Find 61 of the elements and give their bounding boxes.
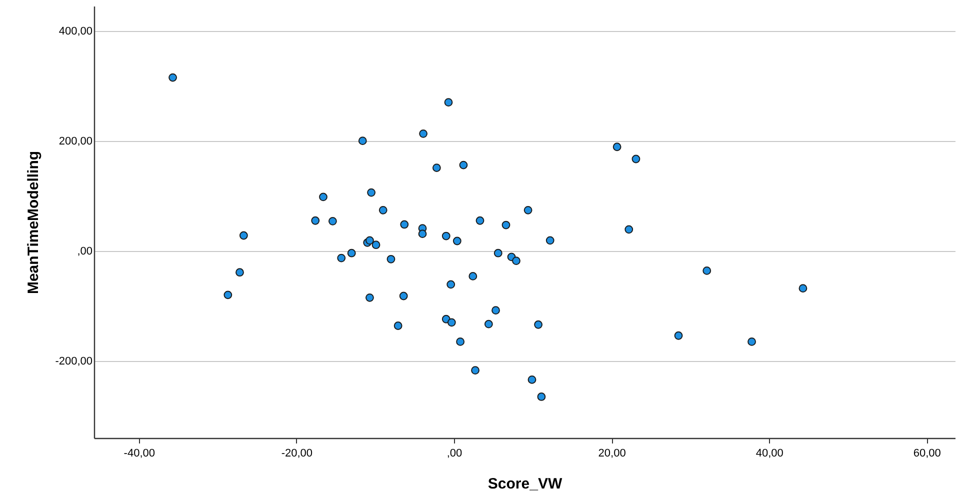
point xyxy=(358,136,367,146)
point xyxy=(447,318,456,327)
point xyxy=(347,248,356,258)
point xyxy=(446,280,456,289)
y-tick-label: -200,00 xyxy=(55,355,92,368)
point xyxy=(534,320,542,329)
x-tick-label: 20,00 xyxy=(598,448,626,460)
point xyxy=(484,320,493,328)
point xyxy=(399,292,408,300)
point xyxy=(418,230,427,238)
y-axis-title: MeanTimeModelling xyxy=(25,150,42,294)
point xyxy=(468,272,478,280)
point xyxy=(386,254,396,264)
point xyxy=(537,392,546,401)
point xyxy=(400,220,409,229)
point xyxy=(492,306,500,315)
point xyxy=(319,192,328,202)
point xyxy=(419,129,428,138)
point xyxy=(798,284,808,293)
point xyxy=(748,337,756,346)
point xyxy=(494,248,502,258)
y-tick-label: ,00 xyxy=(77,245,92,258)
point xyxy=(528,375,536,384)
point xyxy=(236,268,244,277)
point xyxy=(224,290,232,300)
y-tick-label: 200,00 xyxy=(58,135,92,148)
point xyxy=(367,188,376,197)
point xyxy=(366,293,374,302)
point xyxy=(442,232,450,240)
point xyxy=(328,216,337,226)
point xyxy=(546,236,554,245)
point xyxy=(452,236,462,246)
x-tick-label: -40,00 xyxy=(124,448,156,460)
point xyxy=(632,154,640,164)
x-tick-label: 60,00 xyxy=(913,448,941,460)
point xyxy=(239,231,248,240)
point xyxy=(512,256,520,265)
point xyxy=(456,337,465,346)
point xyxy=(502,220,510,230)
point xyxy=(624,225,634,234)
point xyxy=(394,322,402,330)
point xyxy=(372,240,380,250)
point xyxy=(524,206,532,214)
point xyxy=(378,206,388,214)
point xyxy=(366,236,374,245)
point xyxy=(432,164,441,172)
point xyxy=(612,142,622,152)
x-tick-label: -20,00 xyxy=(281,448,313,460)
y-tick-label: 400,00 xyxy=(58,25,92,38)
point xyxy=(459,160,468,170)
x-tick-label: 40,00 xyxy=(756,448,784,460)
point xyxy=(674,331,683,340)
point xyxy=(476,216,484,225)
x-axis-title: Score_VW xyxy=(488,476,563,492)
x-tick-label: ,00 xyxy=(446,448,462,460)
point xyxy=(471,366,480,375)
point xyxy=(311,216,320,225)
point xyxy=(337,254,346,262)
point xyxy=(168,73,177,82)
point xyxy=(444,98,453,107)
point xyxy=(702,266,712,275)
